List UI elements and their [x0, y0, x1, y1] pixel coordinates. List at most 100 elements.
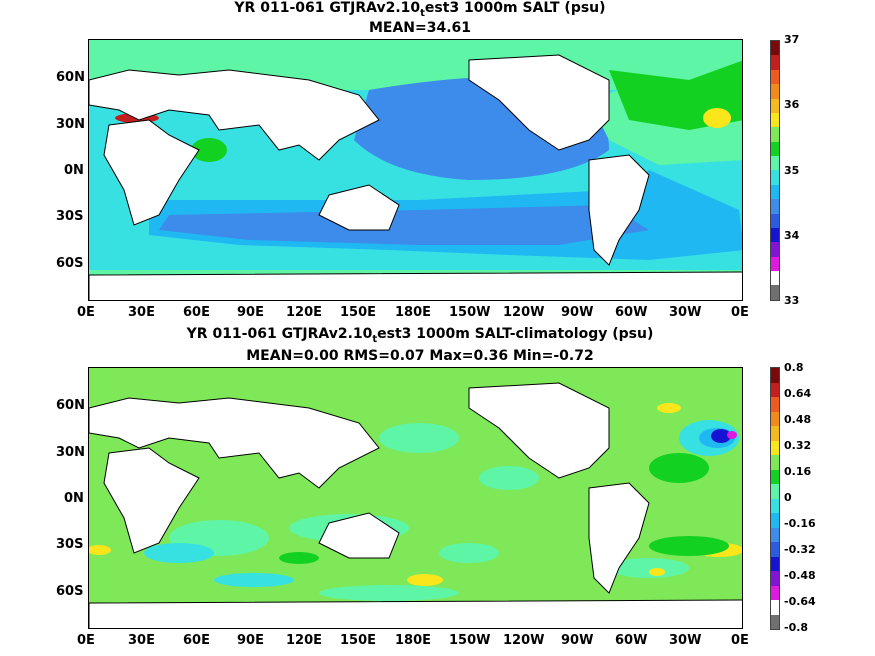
small-negative-patches	[169, 423, 689, 601]
panel1-lat-label: 60S	[56, 256, 84, 271]
panel1-title-rest: est3 1000m SALT (psu)	[424, 0, 606, 16]
colorbar-segment	[771, 585, 779, 600]
colorbar-segment	[771, 527, 779, 542]
panel2-lat-label: 60N	[56, 398, 85, 413]
panel2-lon-label: 30W	[669, 633, 702, 648]
panel2-lat-label: 30N	[56, 445, 85, 460]
colorbar-segment	[771, 112, 779, 128]
colorbar-segment	[771, 484, 779, 499]
panel2-colorbar-label: -0.64	[784, 595, 816, 608]
panel1-lon-label: 90E	[237, 305, 264, 320]
panel2-lat-label: 0N	[64, 491, 84, 506]
panel1-colorbar-label: 34	[784, 229, 800, 242]
colorbar-segment	[771, 397, 779, 412]
panel2-lat-label: 30S	[56, 537, 84, 552]
colorbar-segment	[771, 41, 779, 56]
panel1-lat-label: 30S	[56, 209, 84, 224]
colorbar-segment	[771, 170, 779, 185]
panel2-lon-label: 120W	[503, 633, 545, 648]
panel1-lon-label: 30E	[128, 305, 155, 320]
continents	[89, 382, 742, 628]
colorbar-segment	[771, 156, 779, 171]
colorbar-segment	[771, 141, 779, 156]
panel1-stats: MEAN=34.61	[368, 20, 472, 36]
colorbar-segment	[771, 227, 779, 243]
panel2-lat-label: 60S	[56, 584, 84, 599]
africa	[103, 447, 200, 554]
panel1-lon-label: 180E	[395, 305, 432, 320]
panel1-colorbar-label: 37	[784, 33, 800, 46]
mediterranean-outflow-yellow	[703, 108, 731, 128]
panel2-colorbar-label: -0.48	[784, 569, 816, 582]
panel2-colorbar-label: 0.16	[784, 465, 812, 478]
antarctica	[89, 271, 742, 300]
panel1-lon-label: 30W	[669, 305, 702, 320]
panel2-colorbar-label: 0.48	[784, 413, 812, 426]
panel1-lon-label: 120E	[286, 305, 323, 320]
panel2-colorbar	[770, 367, 780, 630]
colorbar-segment	[771, 242, 779, 257]
colorbar-segment	[771, 614, 779, 629]
panel2-colorbar-label: 0.8	[784, 361, 804, 374]
panel1-colorbar-label: 33	[784, 294, 800, 307]
colorbar-segment	[771, 69, 779, 85]
panel1-lon-label: 60E	[183, 305, 210, 320]
colorbar-segment	[771, 600, 779, 615]
australia	[318, 512, 400, 559]
continents	[89, 54, 742, 300]
australia	[318, 184, 400, 231]
colorbar-segment	[771, 368, 779, 383]
south-america	[588, 154, 650, 266]
colorbar-segment	[771, 98, 779, 113]
panel2-title-sub: t	[372, 333, 378, 345]
colorbar-segment	[771, 411, 779, 426]
colorbar-segment	[771, 513, 779, 528]
panel2-lon-label: 30E	[128, 633, 155, 648]
panel2-map-svg	[89, 368, 742, 628]
panel2-lon-label: 90E	[237, 633, 264, 648]
panel2-lon-label: 0E	[731, 633, 749, 648]
panel1-lat-label: 30N	[56, 117, 85, 132]
panel1-lat-label: 0N	[64, 163, 84, 178]
north-america	[468, 382, 610, 479]
mediterranean-outflow-magenta	[727, 431, 737, 439]
panel1-lat-label: 60N	[56, 70, 85, 85]
panel2-title-main: YR 011-061 GTJRAv2.10	[186, 326, 373, 342]
africa	[103, 119, 200, 226]
eurasia	[89, 69, 380, 161]
aaiw-fresh-tongue	[159, 205, 649, 245]
colorbar-segment	[771, 199, 779, 214]
southern-indian-negative	[214, 573, 294, 587]
colorbar-segment	[771, 127, 779, 142]
colorbar-segment	[771, 271, 779, 286]
panel1-colorbar-label: 35	[784, 164, 800, 177]
colorbar-segment	[771, 542, 779, 557]
colorbar-segment	[771, 213, 779, 228]
colorbar-segment	[771, 84, 779, 99]
panel1-lon-label: 0E	[77, 305, 95, 320]
colorbar-segment	[771, 455, 779, 470]
colorbar-segment	[771, 426, 779, 441]
south-america	[588, 482, 650, 594]
colorbar-segment	[771, 469, 779, 484]
panel2-lon-label: 0E	[77, 633, 95, 648]
panel2-title: YR 011-061 GTJRAv2.10test3 1000m SALT-cl…	[0, 326, 840, 348]
panel1-lon-label: 120W	[503, 305, 545, 320]
mediterranean-outflow-blue	[711, 429, 731, 443]
panel2-stats: MEAN=0.00 RMS=0.07 Max=0.36 Min=-0.72	[246, 348, 594, 364]
colorbar-segment	[771, 571, 779, 586]
panel1-title-main: YR 011-061 GTJRAv2.10	[234, 0, 421, 16]
panel2-lon-label: 90W	[561, 633, 594, 648]
panel2-lon-label: 60E	[183, 633, 210, 648]
indian-ocean-negative	[144, 543, 214, 563]
panel2-lon-label: 150W	[449, 633, 491, 648]
colorbar-segment	[771, 184, 779, 200]
panel2-lon-label: 150E	[340, 633, 377, 648]
panel2-lon-label: 120E	[286, 633, 323, 648]
colorbar-segment	[771, 285, 779, 300]
panel2-title-rest: est3 1000m SALT-climatology (psu)	[377, 326, 654, 342]
panel2-colorbar-label: 0	[784, 491, 792, 504]
panel2-colorbar-label: 0.32	[784, 439, 812, 452]
colorbar-segment	[771, 440, 779, 455]
panel1-map	[88, 39, 743, 301]
